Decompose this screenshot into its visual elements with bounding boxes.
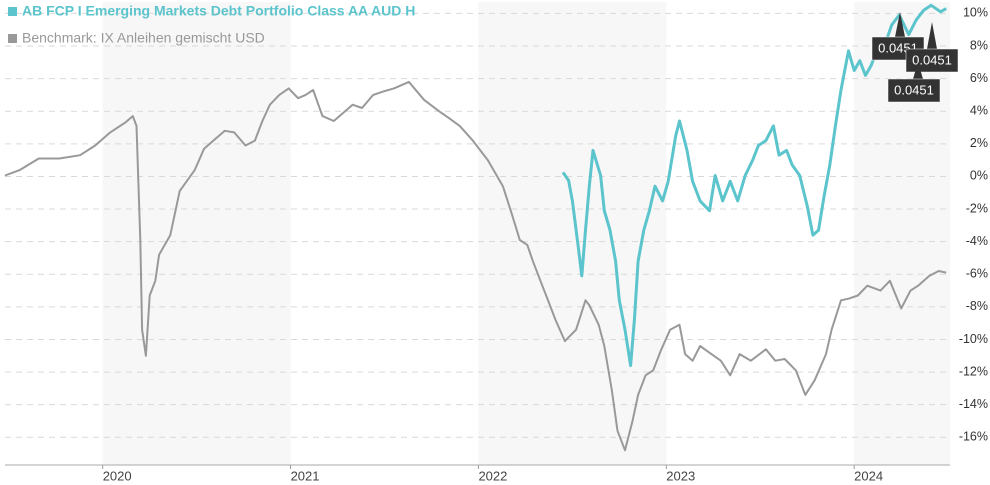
y-tick-label: 4%: [970, 104, 988, 118]
y-tick-label: -8%: [966, 299, 988, 313]
x-tick-label: 2021: [291, 468, 320, 483]
series-line: [4, 80, 947, 452]
tooltip-text: 0.0451: [912, 52, 952, 67]
legend-label: AB FCP I Emerging Markets Debt Portfolio…: [22, 3, 415, 19]
y-tick-label: 10%: [963, 6, 988, 20]
legend-swatch: [8, 34, 17, 43]
y-tick-label: -2%: [966, 201, 988, 215]
legend: AB FCP I Emerging Markets Debt Portfolio…: [8, 3, 415, 46]
y-tick-label: -12%: [959, 364, 988, 378]
year-band: [478, 2, 667, 465]
grid: [5, 12, 950, 469]
y-tick-label: -14%: [959, 397, 988, 411]
y-tick-label: 6%: [970, 71, 988, 85]
tooltip-text: 0.0451: [894, 82, 934, 97]
legend-label: Benchmark: IX Anleihen gemischt USD: [22, 30, 265, 46]
tooltip-pointer: [913, 62, 923, 79]
y-tick-label: -4%: [966, 234, 988, 248]
tooltip-pointer: [895, 12, 905, 37]
x-tick-label: 2023: [666, 468, 695, 483]
y-tick-label: -6%: [966, 267, 988, 281]
x-tick-label: 2020: [103, 468, 132, 483]
y-tick-label: 2%: [970, 136, 988, 150]
legend-swatch: [8, 7, 17, 16]
tooltip-pointer: [927, 22, 937, 49]
lines: [4, 3, 947, 452]
y-tick-label: -10%: [959, 332, 988, 346]
x-tick-label: 2024: [854, 468, 883, 483]
tooltip-box: [887, 78, 941, 103]
y-tick-label: -16%: [959, 430, 988, 444]
x-tick-label: 2022: [478, 468, 507, 483]
series-line: [561, 3, 947, 368]
year-band: [102, 2, 291, 465]
y-tick-label: 0%: [970, 169, 988, 183]
year-bands: [102, 2, 950, 465]
y-tick-label: 8%: [970, 38, 988, 52]
